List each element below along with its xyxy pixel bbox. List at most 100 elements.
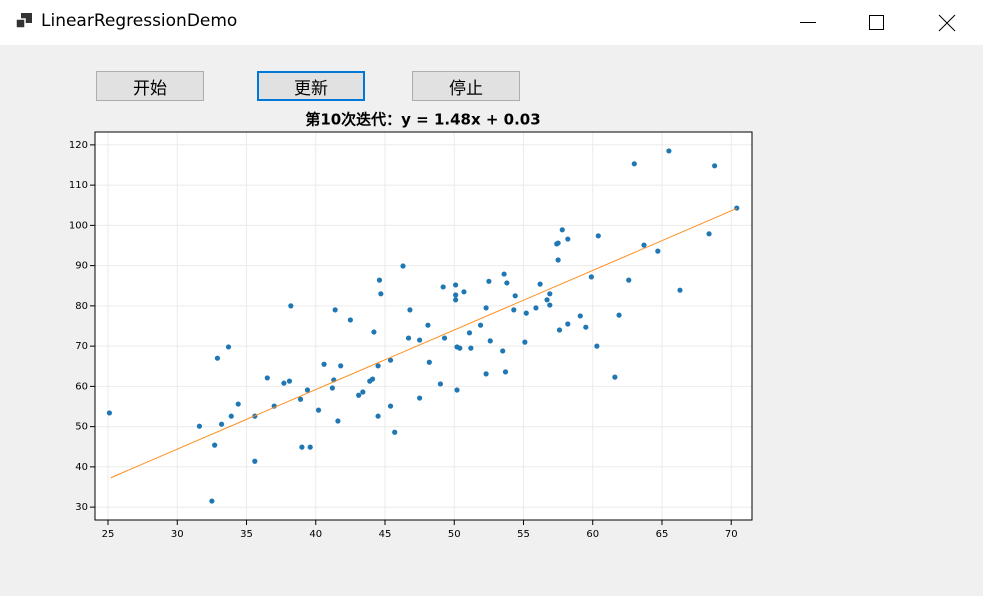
point	[387, 357, 394, 363]
point	[252, 458, 258, 464]
point	[547, 291, 553, 297]
stop-button[interactable]: 停止	[412, 71, 520, 101]
point	[502, 369, 509, 375]
point	[288, 303, 294, 309]
point	[504, 280, 510, 286]
point	[369, 376, 376, 382]
point	[461, 289, 467, 295]
point	[626, 277, 632, 283]
x-tick-label: 45	[379, 529, 392, 540]
point	[706, 231, 712, 237]
point	[264, 375, 270, 381]
point	[555, 257, 561, 263]
point	[466, 330, 473, 336]
point	[375, 363, 381, 369]
point	[559, 227, 565, 233]
point	[486, 278, 492, 284]
point	[360, 389, 366, 395]
y-tick-label: 30	[75, 502, 88, 513]
point	[392, 429, 398, 435]
x-tick-label: 60	[586, 529, 599, 540]
point	[225, 344, 232, 350]
update-button[interactable]: 更新	[257, 71, 365, 101]
y-tick-label: 110	[69, 180, 88, 191]
point	[405, 335, 412, 341]
point	[616, 312, 622, 318]
point	[468, 345, 474, 351]
point	[106, 410, 113, 416]
point	[299, 444, 305, 450]
point	[537, 281, 543, 287]
point	[453, 282, 459, 288]
point	[487, 338, 493, 344]
x-tick-label: 35	[240, 529, 253, 540]
x-tick-label: 55	[517, 529, 530, 540]
x-tick-label: 40	[309, 529, 322, 540]
x-tick-label: 50	[448, 529, 461, 540]
y-tick-label: 90	[75, 261, 88, 272]
app-icon	[15, 13, 32, 29]
point	[376, 277, 383, 283]
point	[297, 396, 304, 402]
point	[332, 307, 338, 313]
point	[228, 413, 234, 419]
point	[666, 148, 672, 154]
point	[556, 327, 563, 333]
point	[512, 293, 518, 299]
y-tick-label: 80	[75, 301, 88, 312]
point	[281, 380, 287, 386]
maximize[interactable]	[869, 15, 884, 30]
point	[583, 324, 589, 330]
point	[533, 305, 539, 311]
point	[547, 302, 553, 308]
point	[501, 271, 507, 277]
point	[457, 345, 463, 351]
close[interactable]	[938, 14, 956, 32]
point	[454, 387, 460, 393]
point	[426, 359, 432, 365]
point	[500, 348, 506, 354]
window-controls[interactable]	[800, 0, 980, 45]
point	[218, 421, 225, 427]
point	[347, 317, 353, 323]
point	[440, 284, 446, 290]
point	[375, 413, 381, 419]
point	[483, 371, 489, 377]
point	[441, 335, 448, 341]
point	[522, 339, 528, 345]
point	[400, 263, 406, 269]
point	[425, 322, 431, 328]
y-tick-label: 120	[69, 140, 88, 151]
point	[417, 395, 423, 401]
point	[511, 307, 517, 313]
point	[477, 322, 484, 328]
point	[235, 401, 241, 407]
point	[612, 374, 618, 380]
point	[712, 163, 718, 169]
point	[655, 248, 661, 254]
point	[544, 297, 550, 303]
point	[209, 498, 215, 504]
y-tick-label: 60	[75, 381, 88, 392]
x-tick-label: 65	[656, 529, 669, 540]
point	[631, 161, 637, 167]
point	[329, 385, 335, 391]
point	[594, 343, 600, 349]
point	[321, 361, 327, 367]
x-tick-label: 25	[102, 529, 115, 540]
point	[417, 337, 423, 343]
plot-border	[94, 131, 753, 521]
point	[565, 236, 571, 242]
point	[356, 392, 362, 398]
point	[338, 363, 344, 369]
point	[483, 305, 489, 311]
point	[565, 321, 571, 327]
x-tick-label: 70	[725, 529, 738, 540]
start-button[interactable]: 开始	[96, 71, 204, 101]
point	[371, 329, 377, 335]
point	[315, 407, 322, 413]
point	[734, 205, 740, 211]
y-tick-label: 40	[75, 462, 88, 473]
